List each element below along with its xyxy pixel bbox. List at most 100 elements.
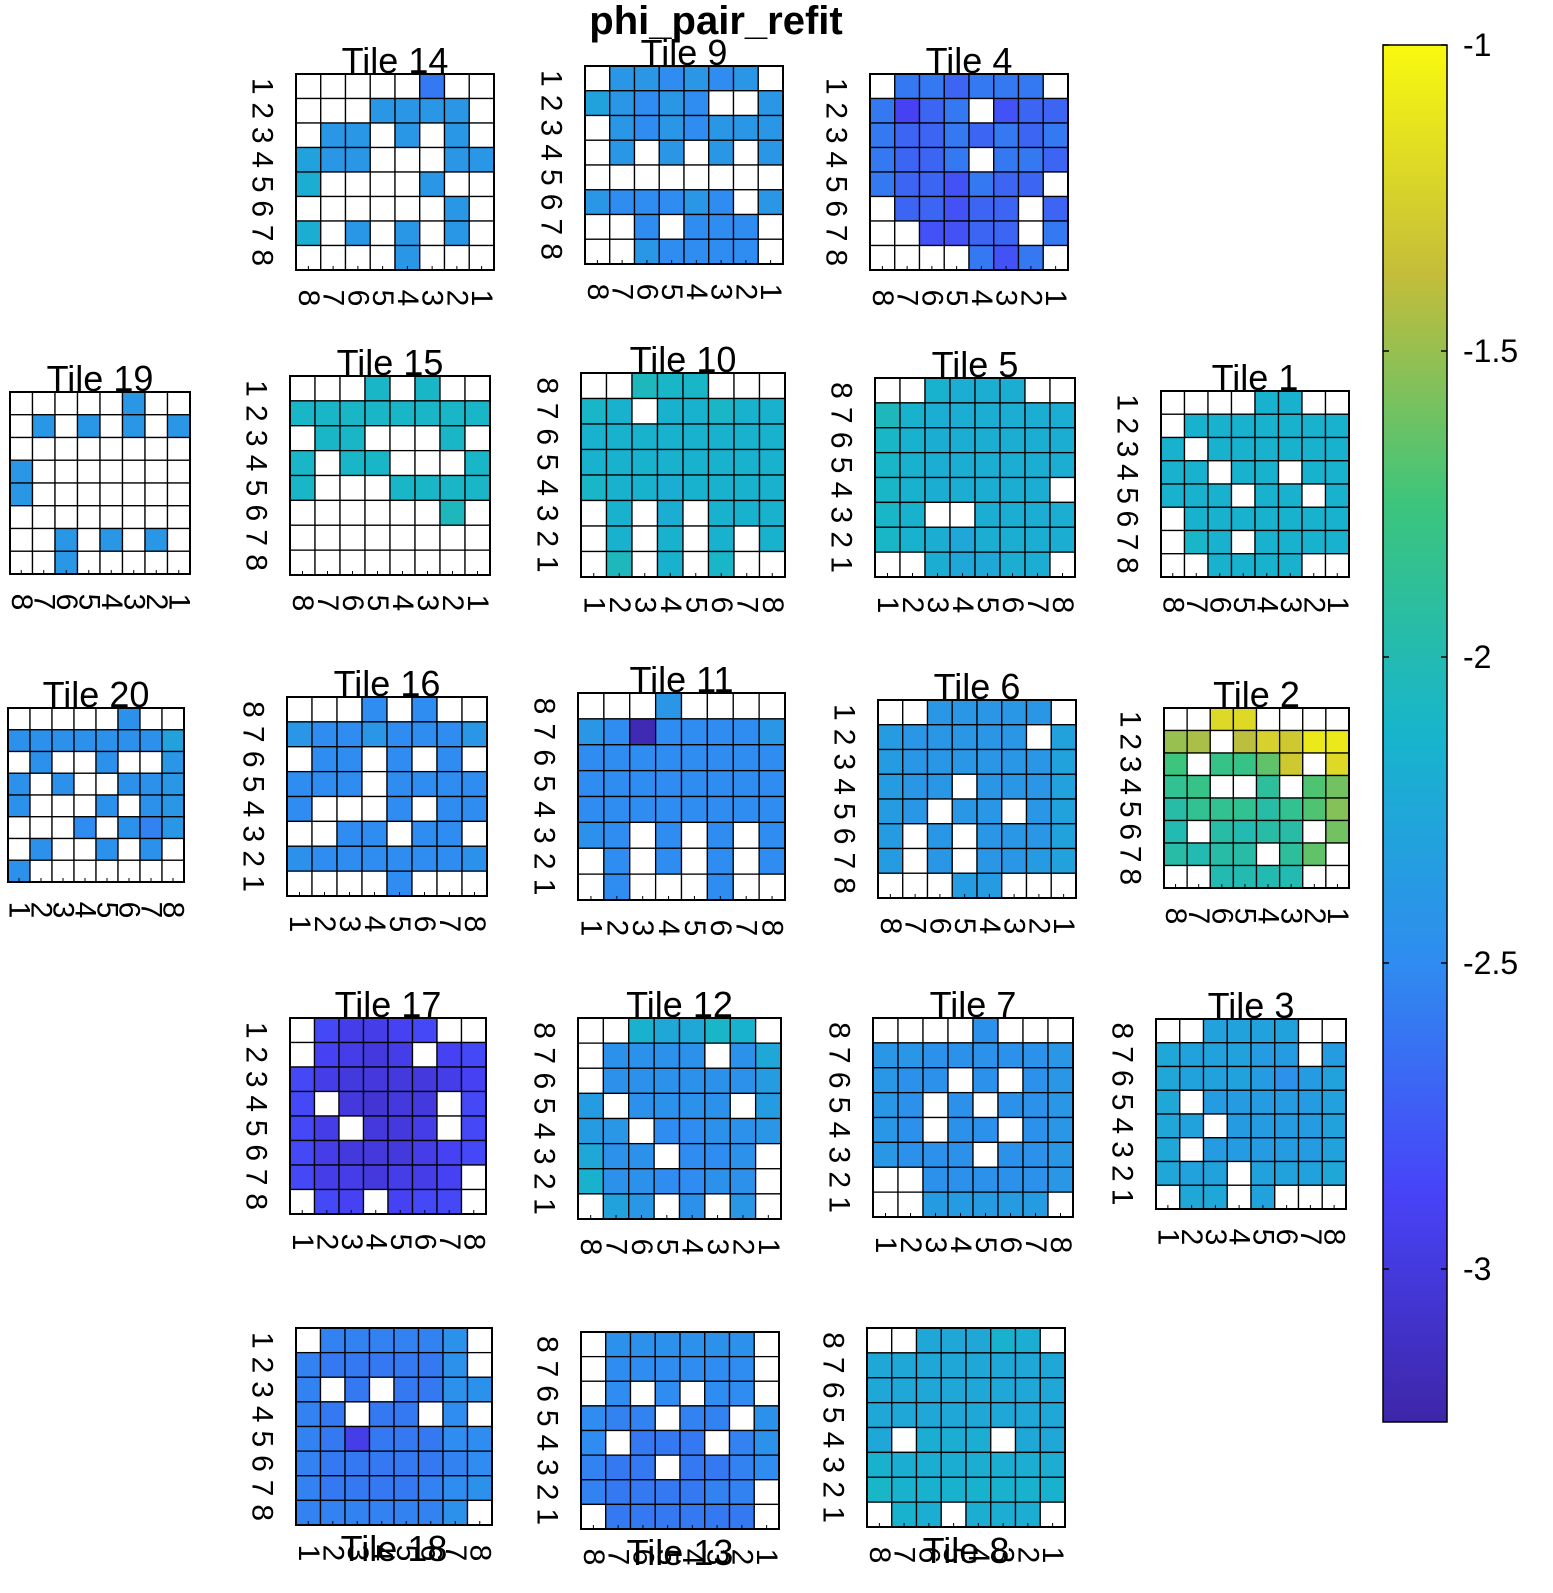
heatmap-cell [1274,1089,1300,1115]
heatmap-cell [922,1042,949,1069]
heatmap-cell [633,139,660,166]
y-tick-label: 7 [531,1361,564,1378]
heatmap-cell [161,816,185,840]
heatmap-cell [999,501,1026,528]
x-tick-label: 4 [680,284,713,301]
y-tick-label: 5 [528,775,561,792]
heatmap-cell [897,1091,924,1119]
heatmap-cell [166,391,191,416]
heatmap-cell [1025,773,1052,800]
heatmap-cell [1324,436,1350,462]
heatmap-cell [369,97,396,124]
heatmap-cell [1186,729,1211,754]
heatmap-cell [411,820,438,847]
heatmap-cell [891,1327,918,1354]
heatmap-cell [633,164,660,191]
heatmap-cell [658,189,685,216]
heatmap-cell [872,1017,899,1044]
heatmap-cell [369,146,396,173]
x-tick-label: 1 [1039,290,1072,307]
x-tick-label: 6 [341,290,374,307]
y-tick-label: 4 [825,482,858,499]
y-tick-label: 6 [1111,511,1144,528]
heatmap-cell [631,474,659,502]
heatmap-cell [389,425,416,452]
y-tick-label: 4 [823,1122,856,1139]
heatmap-cell [439,375,466,402]
heatmap-cell [605,1454,632,1481]
y-tick-label: 7 [823,1047,856,1064]
heatmap-cell [319,1450,346,1477]
heatmap-cell [414,524,441,551]
heatmap-cell [629,1380,656,1407]
heatmap-cell [605,474,633,502]
y-tick-label: 4 [240,455,273,472]
heatmap-cell [289,1115,316,1142]
y-tick-label: 2 [531,530,564,547]
heatmap-cell [1250,1137,1276,1163]
heatmap-cell [866,1476,893,1503]
heatmap-cell [874,526,901,553]
heatmap-cell [439,400,466,427]
heatmap-cell [704,1092,731,1120]
y-tick-label: 8 [828,877,861,894]
x-tick-label: 4 [365,1545,398,1562]
y-tick-label: 1 [531,1508,564,1525]
heatmap-cell [1049,402,1076,429]
heatmap-cell [313,1041,340,1068]
heatmap-cell [1254,506,1280,532]
heatmap-cell [658,213,685,240]
y-tick-label: 6 [1114,823,1147,840]
heatmap-cell [369,195,396,222]
y-tick-label: 5 [240,1120,273,1137]
heatmap-cell [464,499,491,526]
heatmap-cell [1179,1065,1205,1091]
tile-title: Tile 14 [342,40,449,81]
heatmap-cell [1202,1137,1228,1163]
y-tick-label: 3 [528,1148,561,1165]
heatmap-cell [121,505,146,530]
heatmap-cell [362,1164,389,1191]
x-tick-label: 5 [1246,1229,1279,1246]
heatmap-cell [466,1351,493,1378]
heatmap-cell [393,1425,420,1452]
y-tick-label: 6 [528,1072,561,1089]
x-tick-label: 4 [676,1549,709,1566]
heatmap-cell [320,97,347,124]
heatmap-cell [874,377,901,404]
heatmap-cell [706,821,734,849]
y-tick-label: 8 [823,1022,856,1039]
y-tick-label: 6 [825,432,858,449]
heatmap-cell [628,1168,655,1195]
y-tick-label: 5 [531,1410,564,1427]
x-tick-label: 8 [463,1545,496,1562]
heatmap-cell [1024,377,1051,404]
heatmap-cell [289,474,316,502]
heatmap-cell [319,1376,346,1403]
heatmap-cell [972,1042,999,1069]
heatmap-cell [629,744,657,772]
y-tick-label: 6 [828,828,861,845]
heatmap-cell [443,97,470,124]
heatmap-cell [464,375,491,402]
heatmap-cell [577,847,605,875]
heatmap-cell [361,746,388,773]
x-tick-label: 2 [896,597,929,614]
heatmap-cell [679,1429,706,1456]
heatmap-cell [144,414,169,439]
heatmap-cell [866,1451,893,1478]
y-tick-label: 5 [1114,801,1147,818]
tile-20: Tile 208765432112345678 [3,674,190,918]
y-tick-label: 3 [531,505,564,522]
heatmap-cell [364,524,391,551]
heatmap-cell [704,1355,731,1382]
heatmap-cell [1155,1042,1181,1068]
heatmap-cell [733,372,761,400]
y-tick-label: 3 [817,1456,850,1473]
heatmap-cell [344,1450,371,1477]
heatmap-cell [466,1376,493,1403]
heatmap-cell [417,1376,444,1403]
heatmap-cell [732,164,759,191]
